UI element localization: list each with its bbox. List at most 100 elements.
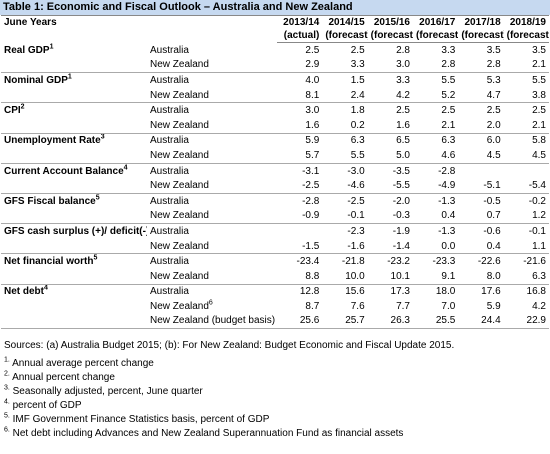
country: Australia (147, 133, 277, 148)
country: Australia (147, 254, 277, 269)
value-cell: 2.5 (305, 44, 320, 56)
footnote-ref: 4 (44, 284, 48, 292)
value-cell: -2.8 (302, 195, 320, 207)
value-cell: 2.8 (396, 44, 410, 56)
value-cell: 3.3 (396, 74, 410, 86)
value-cell: 17.3 (390, 286, 410, 298)
empty-cell (277, 224, 322, 239)
header-row: (actual) (forecast) (forecast) (forecast) (f… (1, 29, 549, 43)
value-cell: 7.7 (396, 300, 410, 312)
value-cell: -21.6 (523, 256, 546, 268)
value-cell: 10.0 (322, 268, 368, 285)
column-year: 2017/18 (458, 15, 504, 29)
data-row: New Zealand 8.1 2.4 4.2 5.2 4.7 3.8 (1, 87, 549, 104)
country: New Zealand (147, 178, 277, 194)
footnote-ref: 1 (67, 73, 72, 81)
value-cell: 2.4 (322, 87, 368, 104)
value-cell: 5.5 (441, 74, 456, 86)
footnote-mark: 2. (4, 370, 10, 378)
value-cell: 12.8 (299, 286, 320, 298)
value-cell: -0.5 (483, 195, 501, 207)
value-cell: 4.5 (458, 148, 504, 164)
country-name: New Zealand (150, 300, 209, 312)
indicator: Current Account Balance (4, 165, 124, 177)
value-cell: -1.4 (367, 238, 413, 255)
footnote-ref: 3 (100, 134, 105, 142)
value-cell: 18.0 (435, 286, 456, 298)
value-cell: -5.4 (503, 178, 549, 194)
value-cell: 15.6 (345, 286, 365, 298)
row-label (1, 313, 147, 330)
value-cell: 10.1 (367, 268, 413, 285)
value-cell: 2.5 (532, 105, 546, 117)
column-basis: (forecast) (412, 29, 459, 43)
notes: Sources: (a) Australia Budget 2015; (b):… (4, 339, 550, 441)
value-cell: 2.9 (277, 57, 323, 74)
value-cell: 1.1 (503, 238, 549, 255)
value-cell: 8.8 (277, 268, 323, 285)
footnote-ref: 2 (20, 103, 25, 111)
row-label: GFS cash surplus (+)/ deficit(-)5 (1, 224, 147, 239)
value-cell: 0.0 (412, 238, 459, 255)
value-cell: -1.3 (438, 195, 456, 207)
value-cell: 3.3 (441, 44, 456, 56)
data-row: New Zealand 2.9 3.3 3.0 2.8 2.8 2.1 (1, 57, 549, 74)
column-year: 2015/16 (367, 15, 413, 29)
country: Australia (147, 224, 277, 239)
empty-cell (458, 163, 503, 178)
footnote-ref: 5 (93, 254, 98, 262)
value-cell: 3.0 (367, 57, 413, 74)
value-cell: 2.1 (503, 117, 549, 134)
value-cell: 0.7 (458, 208, 504, 225)
value-cell: -0.2 (528, 195, 546, 207)
value-cell: -1.9 (392, 225, 410, 237)
country-name: New Zealand (150, 119, 209, 131)
footnote-mark: 5. (4, 412, 10, 420)
value-cell: 5.5 (532, 74, 546, 86)
footnote-text: Seasonally adjusted, percent, June quart… (12, 386, 203, 398)
value-cell: -2.8 (438, 165, 456, 177)
value-cell: -0.9 (277, 208, 323, 225)
country-name: New Zealand (150, 210, 209, 222)
country: New Zealand6 (147, 299, 277, 314)
footnote: 4. percent of GDP (4, 399, 550, 413)
row-label: Current Account Balance4 (1, 163, 147, 178)
value-cell: -5.1 (458, 178, 504, 194)
value-cell: 17.6 (481, 286, 501, 298)
country: Australia (147, 103, 277, 118)
column-year: 2013/14 (277, 15, 323, 29)
value-cell: 9.1 (412, 268, 459, 285)
value-cell: -0.6 (483, 225, 501, 237)
indicator: GFS cash surplus (+)/ deficit(-) (4, 225, 147, 237)
footnote-mark: 3. (4, 384, 10, 392)
header-cell (147, 15, 277, 43)
country-name: New Zealand (budget basis) (150, 315, 276, 327)
value-cell: -21.8 (341, 256, 365, 268)
value-cell: 2.8 (412, 57, 459, 74)
value-cell: 3.0 (305, 105, 320, 117)
value-cell: 24.4 (458, 313, 504, 330)
row-label: Net debt4 (1, 284, 147, 299)
row-label: CPI2 (1, 103, 147, 118)
value-cell: -2.3 (347, 225, 365, 237)
data-row: Nominal GDP1 Australia 4.0 1.5 3.3 5.5 5.3 5.5 (1, 73, 549, 88)
value-cell: 8.7 (305, 300, 320, 312)
value-cell: 2.1 (412, 117, 459, 134)
footnote-mark: 4. (4, 398, 10, 406)
value-cell: 6.0 (486, 135, 501, 147)
value-cell: 1.6 (367, 117, 413, 134)
value-cell: 6.3 (503, 268, 549, 285)
value-cell: 4.2 (367, 87, 413, 104)
value-cell: 1.6 (277, 117, 323, 134)
value-cell: 16.8 (526, 286, 546, 298)
data-row: New Zealand -0.9 -0.1 -0.3 0.4 0.7 1.2 (1, 208, 549, 225)
value-cell: 5.8 (532, 135, 546, 147)
value-cell: -2.5 (347, 195, 365, 207)
value-cell: -1.6 (322, 238, 368, 255)
country-name: New Zealand (150, 59, 209, 71)
country-name: Australia (150, 286, 189, 298)
country-name: Australia (150, 135, 189, 147)
footnote-ref: 5 (95, 194, 100, 202)
value-cell: 5.9 (305, 135, 320, 147)
